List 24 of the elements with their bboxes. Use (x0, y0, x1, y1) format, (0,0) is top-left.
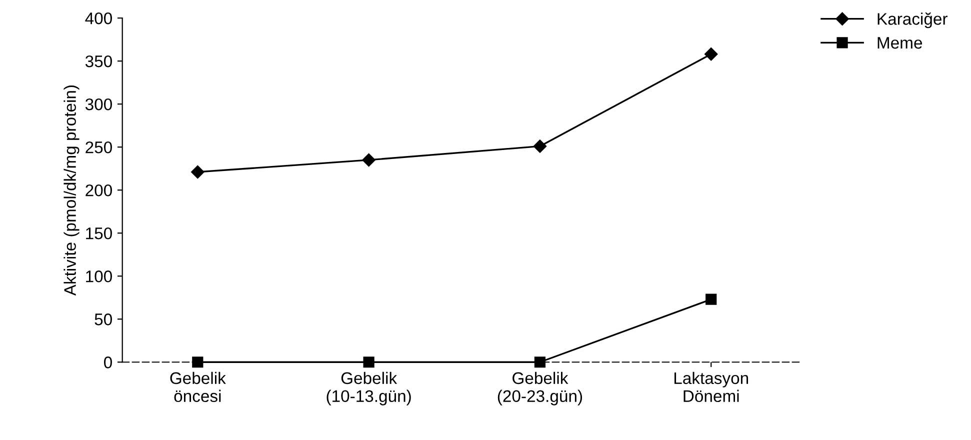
y-tick-label: 350 (85, 55, 112, 68)
y-tick-label: 250 (86, 141, 112, 154)
legend-label: Meme (878, 37, 922, 49)
x-tick-label: Laktasyon Dönemi (674, 372, 748, 402)
y-axis-title: Aktivite (pmol/dk/mg protein) (64, 86, 80, 296)
x-tick-label: Gebelik öncesi (170, 372, 226, 402)
point (363, 356, 374, 368)
y-tick-label: 200 (86, 184, 112, 196)
x-tick-label: Gebelik (20-23.gün) (498, 372, 582, 406)
y-tick-label: 50 (94, 314, 112, 326)
point (704, 48, 718, 61)
y-tick-label: 0 (104, 356, 112, 368)
point (191, 165, 204, 179)
point (706, 294, 717, 305)
y-tick-label: 400 (85, 12, 112, 24)
y-tick-label: 300 (85, 98, 112, 110)
point (362, 153, 376, 167)
point (192, 356, 204, 368)
x-tick-label: Gebelik (10-13.gün) (326, 372, 411, 406)
point (533, 140, 547, 153)
point (534, 356, 546, 368)
y-tick-label: 150 (86, 227, 112, 240)
y-tick-label: 100 (86, 270, 112, 282)
legend-label: Karaciğer (878, 12, 948, 28)
